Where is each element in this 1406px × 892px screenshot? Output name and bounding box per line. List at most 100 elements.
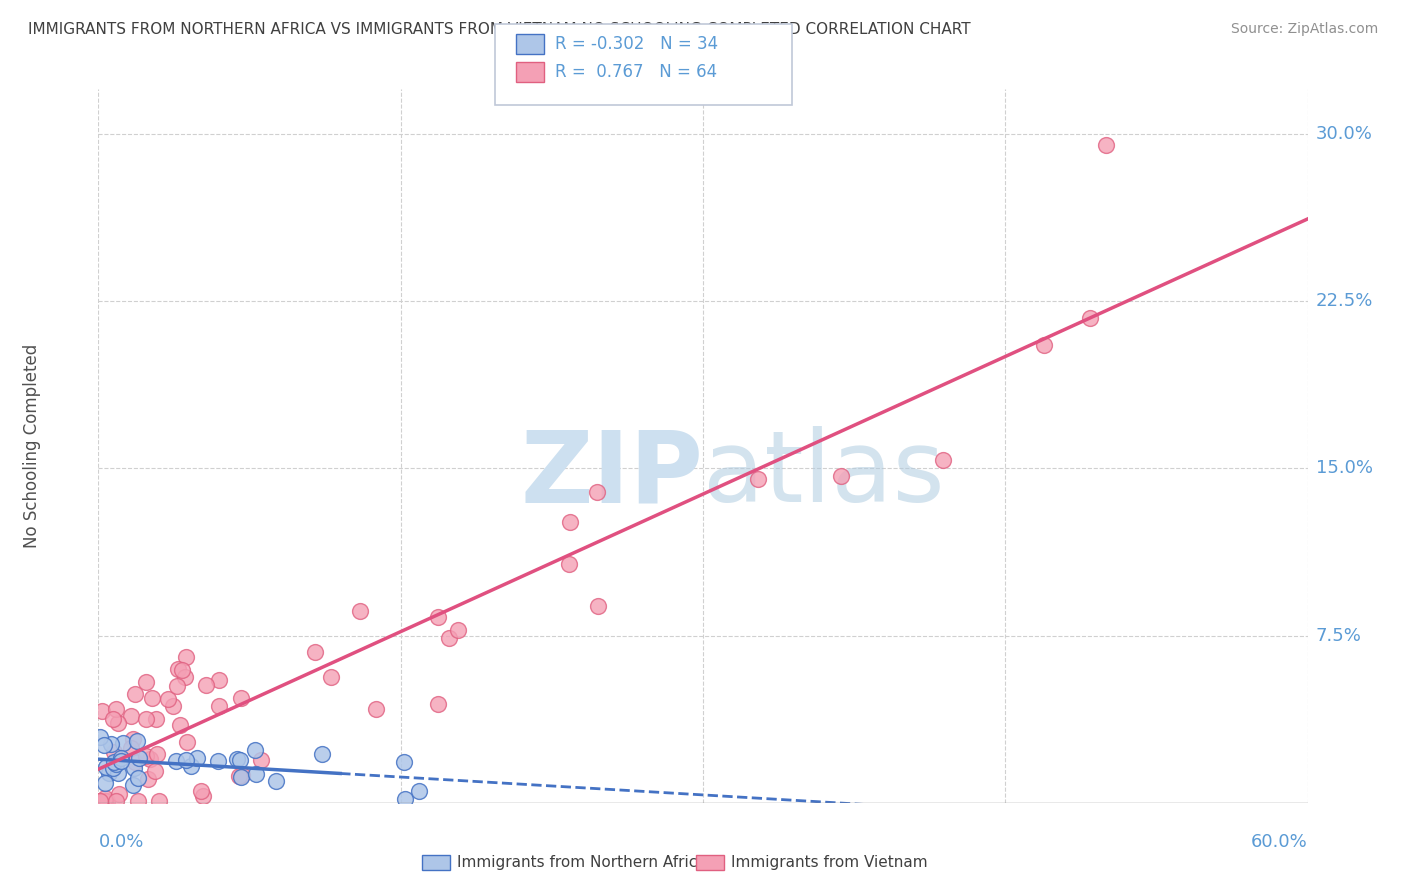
Point <box>264 774 287 789</box>
Text: 7.5%: 7.5% <box>1316 626 1362 645</box>
Point <box>174 753 197 767</box>
Point <box>124 687 146 701</box>
Text: 0.0%: 0.0% <box>98 833 143 851</box>
Point <box>194 678 217 692</box>
Point <box>585 485 607 500</box>
Point <box>93 739 115 753</box>
Point <box>165 755 187 769</box>
Point <box>135 675 157 690</box>
Point <box>96 794 118 808</box>
Point <box>1033 338 1056 352</box>
Point <box>89 730 111 744</box>
Point <box>169 717 191 731</box>
Point <box>135 712 157 726</box>
Point <box>229 690 252 705</box>
Point <box>1078 311 1101 326</box>
Point <box>139 752 162 766</box>
Point <box>103 745 125 759</box>
Point <box>747 472 769 486</box>
Point <box>91 704 114 718</box>
Point <box>107 716 129 731</box>
Point <box>311 747 333 762</box>
Point <box>162 698 184 713</box>
Point <box>191 789 214 803</box>
Point <box>94 794 117 808</box>
Point <box>319 670 342 684</box>
Point <box>557 557 579 571</box>
Point <box>180 759 202 773</box>
Point <box>94 791 117 805</box>
Point <box>124 761 146 775</box>
Point <box>392 755 415 769</box>
Point <box>228 768 250 782</box>
Point <box>249 753 271 767</box>
Text: R = -0.302   N = 34: R = -0.302 N = 34 <box>555 35 718 53</box>
Point <box>148 794 170 808</box>
Point <box>111 736 134 750</box>
Text: 15.0%: 15.0% <box>1316 459 1372 477</box>
Point <box>128 751 150 765</box>
Point <box>146 747 169 761</box>
Point <box>100 737 122 751</box>
Point <box>89 794 111 808</box>
Point <box>427 609 450 624</box>
Point <box>207 754 229 768</box>
Point <box>141 690 163 705</box>
Point <box>136 772 159 786</box>
Text: IMMIGRANTS FROM NORTHERN AFRICA VS IMMIGRANTS FROM VIETNAM NO SCHOOLING COMPLETE: IMMIGRANTS FROM NORTHERN AFRICA VS IMMIG… <box>28 22 970 37</box>
Point <box>174 670 197 684</box>
Point <box>104 757 127 772</box>
Point <box>349 604 371 618</box>
Point <box>120 741 142 756</box>
Text: Immigrants from Northern Africa: Immigrants from Northern Africa <box>457 855 707 870</box>
Point <box>170 664 193 678</box>
Point <box>245 767 267 781</box>
Point <box>447 623 470 637</box>
Point <box>437 631 460 645</box>
Point <box>364 702 387 716</box>
Point <box>135 749 157 764</box>
Point <box>107 766 129 780</box>
Point <box>426 697 449 711</box>
Point <box>121 732 143 747</box>
Point <box>304 645 326 659</box>
Point <box>105 794 128 808</box>
Point <box>127 771 149 785</box>
Text: 60.0%: 60.0% <box>1251 833 1308 851</box>
Point <box>156 691 179 706</box>
Point <box>830 469 852 483</box>
Point <box>122 778 145 792</box>
Point <box>120 709 142 723</box>
Point <box>145 712 167 726</box>
Point <box>226 752 249 766</box>
Point <box>229 771 252 785</box>
Point <box>394 791 416 805</box>
Point <box>166 662 188 676</box>
Point <box>103 761 125 775</box>
Point <box>97 766 120 780</box>
Point <box>166 679 188 693</box>
Point <box>108 787 131 801</box>
Point <box>208 673 231 687</box>
Point <box>558 516 581 530</box>
Point <box>586 599 609 613</box>
Point <box>245 742 267 756</box>
Point <box>176 735 198 749</box>
Point <box>89 794 111 808</box>
Point <box>174 650 197 665</box>
Point <box>127 794 149 808</box>
Point <box>110 754 132 768</box>
Text: ZIP: ZIP <box>520 426 703 523</box>
Point <box>408 783 430 797</box>
Point <box>96 760 118 774</box>
Text: 22.5%: 22.5% <box>1316 292 1374 310</box>
Point <box>190 784 212 798</box>
Text: Immigrants from Vietnam: Immigrants from Vietnam <box>731 855 928 870</box>
Point <box>125 733 148 747</box>
Point <box>103 756 125 770</box>
Point <box>229 753 252 767</box>
Point <box>1095 137 1118 152</box>
Point <box>231 767 253 781</box>
Text: No Schooling Completed: No Schooling Completed <box>22 344 41 548</box>
Point <box>208 698 231 713</box>
